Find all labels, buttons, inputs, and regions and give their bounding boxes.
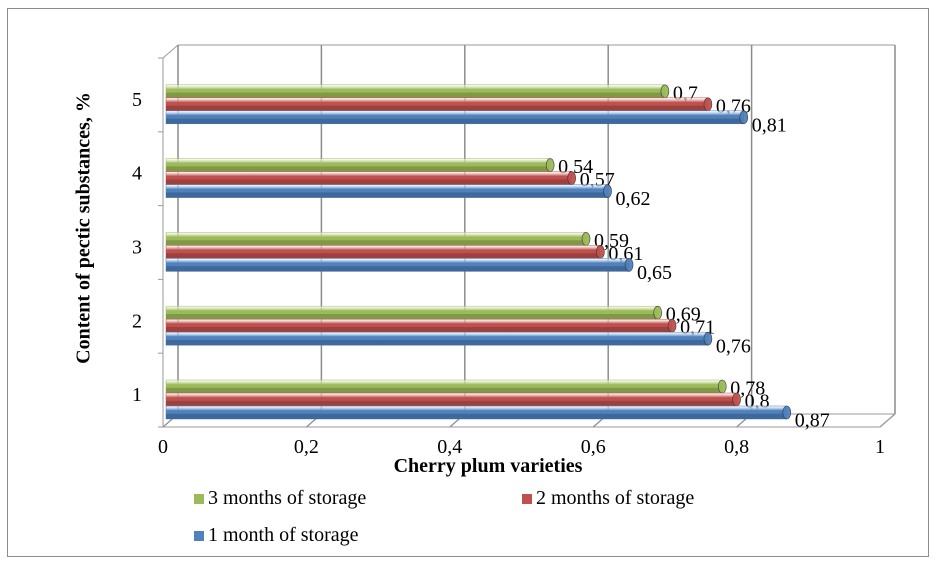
legend-label-2-months: 2 months of storage <box>536 487 695 509</box>
x-axis-title: Cherry plum varieties <box>393 455 583 477</box>
bar-shade <box>166 166 551 172</box>
data-label: 0,65 <box>637 262 672 284</box>
x-tick-label: 0,2 <box>294 436 319 458</box>
bar-end-cap <box>567 171 576 185</box>
legend-item-1-month: 1 month of storage <box>194 524 359 547</box>
y-tick-label: 4 <box>132 163 142 185</box>
bar-shade <box>166 192 608 198</box>
bar-end-cap <box>545 158 555 172</box>
x-tick-label: 0,8 <box>724 436 749 458</box>
bar-end-cap <box>603 184 612 198</box>
bar-end-cap <box>782 405 792 420</box>
bar-shade <box>166 387 723 393</box>
bar-shade <box>166 253 601 259</box>
y-axis-title: Content of pectic substances, % <box>72 92 95 364</box>
data-label: 0,76 <box>716 336 751 358</box>
bar-end-cap <box>596 245 605 259</box>
data-label: 0,87 <box>795 410 830 432</box>
data-label: 0,81 <box>752 114 787 136</box>
bar-end-cap <box>703 331 713 346</box>
bar-end-cap <box>660 84 670 99</box>
legend-label-1-month: 1 month of storage <box>208 524 359 546</box>
bar-shade <box>166 240 587 246</box>
legend-item-2-months: 2 months of storage <box>522 487 694 510</box>
bar-end-cap <box>732 392 741 407</box>
legend-swatch-1-month <box>194 530 204 541</box>
bar-shade <box>166 105 708 111</box>
side-wall-top <box>162 44 179 59</box>
bar-shade <box>166 400 737 406</box>
bar-end-cap <box>667 318 677 333</box>
bar-end-cap <box>624 258 634 272</box>
bar-shade <box>166 92 665 98</box>
bar-end-cap <box>703 97 713 112</box>
bar-shade <box>166 118 744 124</box>
legend-swatch-2-months <box>522 493 532 504</box>
data-label: 0,62 <box>616 188 651 210</box>
bar-shade <box>166 413 787 419</box>
legend-label-3-months: 3 months of storage <box>208 487 367 509</box>
bar-shade <box>166 266 630 272</box>
y-tick-label: 3 <box>132 237 142 259</box>
bar-shade <box>166 314 658 320</box>
y-tick-label: 2 <box>132 310 142 332</box>
y-tick-label: 1 <box>132 384 142 406</box>
bar-end-cap <box>717 379 727 394</box>
floor-right-edge <box>879 413 896 428</box>
x-tick-label: 0,4 <box>437 436 462 458</box>
bar-shade <box>166 327 673 333</box>
x-tick-label: 0 <box>158 436 168 458</box>
bar-end-cap <box>581 232 591 246</box>
legend-item-3-months: 3 months of storage <box>194 487 366 510</box>
bar-end-cap <box>739 110 749 125</box>
bar-shade <box>166 340 708 346</box>
bar-end-cap <box>653 305 663 320</box>
bar-shade <box>166 179 572 185</box>
legend-swatch-3-months <box>194 493 204 504</box>
x-tick-label: 1 <box>875 436 885 458</box>
x-tick-label: 0,6 <box>581 436 606 458</box>
y-tick-label: 5 <box>132 89 142 111</box>
